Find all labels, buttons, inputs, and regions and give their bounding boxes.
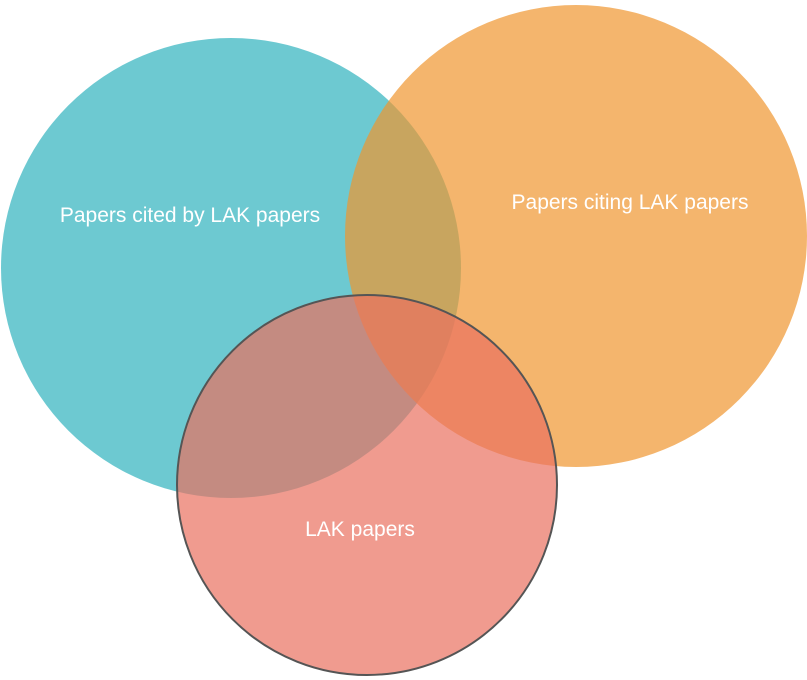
set-circle-lak (176, 294, 558, 676)
set-label-citing: Papers citing LAK papers (512, 191, 749, 214)
set-label-cited: Papers cited by LAK papers (60, 204, 320, 227)
set-label-lak: LAK papers (305, 518, 415, 541)
